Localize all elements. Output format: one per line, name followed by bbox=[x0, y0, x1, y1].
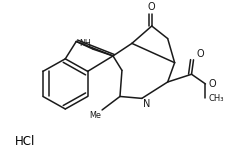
Text: N: N bbox=[142, 99, 150, 109]
Text: Me: Me bbox=[89, 111, 101, 120]
Text: O: O bbox=[207, 79, 215, 89]
Text: NH: NH bbox=[79, 39, 90, 48]
Text: CH₃: CH₃ bbox=[207, 94, 223, 103]
Text: O: O bbox=[147, 2, 155, 12]
Text: O: O bbox=[195, 49, 203, 59]
Text: HCl: HCl bbox=[14, 135, 35, 148]
